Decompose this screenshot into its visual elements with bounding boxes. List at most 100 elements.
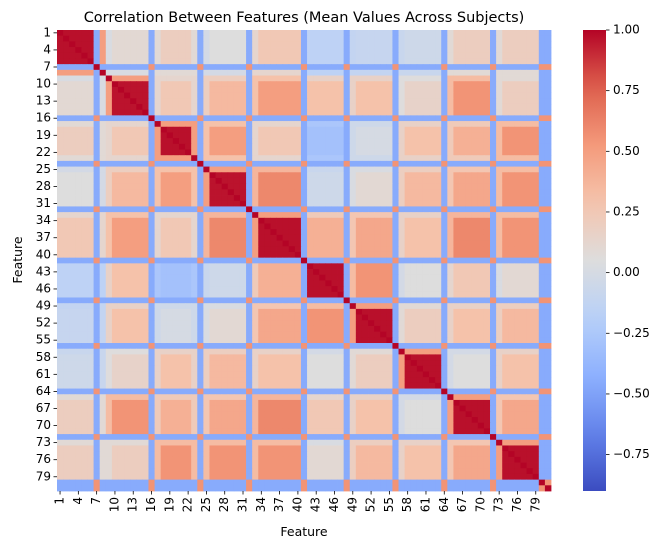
heatmap-cell bbox=[264, 212, 271, 219]
heatmap-cell bbox=[63, 109, 70, 116]
heatmap-cell bbox=[471, 189, 479, 196]
heatmap-cell bbox=[453, 86, 460, 93]
heatmap-cell bbox=[63, 286, 70, 293]
heatmap-cell bbox=[404, 189, 412, 196]
heatmap-cell bbox=[148, 121, 155, 128]
heatmap-cell bbox=[380, 229, 387, 236]
heatmap-cell bbox=[386, 325, 393, 333]
heatmap-cell bbox=[172, 160, 180, 167]
heatmap-cell bbox=[130, 75, 137, 82]
heatmap-cell bbox=[264, 189, 271, 196]
heatmap-cell bbox=[270, 354, 277, 361]
heatmap-cell bbox=[93, 41, 101, 48]
heatmap-cell bbox=[81, 143, 88, 150]
heatmap-cell bbox=[75, 183, 82, 190]
heatmap-cell bbox=[410, 75, 418, 82]
heatmap-cell bbox=[81, 297, 88, 304]
heatmap-cell bbox=[233, 109, 241, 116]
heatmap-cell bbox=[282, 360, 290, 367]
heatmap-cell bbox=[81, 86, 88, 93]
heatmap-cell bbox=[87, 121, 94, 128]
heatmap-cell bbox=[307, 121, 314, 128]
heatmap-cell bbox=[532, 280, 540, 287]
heatmap-cell bbox=[410, 371, 418, 378]
heatmap-cell bbox=[142, 297, 149, 304]
heatmap-cell bbox=[361, 126, 369, 133]
heatmap-cell bbox=[105, 132, 113, 139]
heatmap-cell bbox=[471, 86, 479, 93]
heatmap-cell bbox=[111, 280, 119, 287]
heatmap-cell bbox=[148, 303, 155, 310]
heatmap-cell bbox=[246, 251, 253, 259]
heatmap-cell bbox=[87, 286, 94, 293]
heatmap-cell bbox=[471, 81, 479, 88]
heatmap-cell bbox=[105, 291, 113, 298]
heatmap-cell bbox=[124, 200, 131, 207]
heatmap-cell bbox=[270, 121, 277, 128]
heatmap-cell bbox=[307, 251, 314, 259]
heatmap-cell bbox=[75, 274, 82, 281]
heatmap-cell bbox=[453, 297, 460, 304]
heatmap-cell bbox=[490, 257, 497, 264]
heatmap-cell bbox=[294, 269, 302, 276]
heatmap-cell bbox=[453, 240, 460, 247]
heatmap-cell bbox=[246, 269, 253, 276]
heatmap-cell bbox=[380, 155, 387, 162]
heatmap-cell bbox=[404, 320, 412, 327]
heatmap-cell bbox=[441, 365, 448, 372]
heatmap-cell bbox=[441, 223, 448, 230]
heatmap-cell bbox=[538, 365, 546, 372]
heatmap-cell bbox=[544, 121, 552, 128]
heatmap-cell bbox=[520, 286, 528, 293]
heatmap-cell bbox=[465, 303, 473, 310]
heatmap-cell bbox=[209, 126, 216, 133]
heatmap-cell bbox=[361, 189, 369, 196]
heatmap-cell bbox=[294, 337, 302, 344]
heatmap-cell bbox=[368, 269, 375, 276]
heatmap-cell bbox=[117, 246, 125, 253]
heatmap-cell bbox=[355, 337, 363, 344]
heatmap-cell bbox=[319, 121, 326, 128]
heatmap-cell bbox=[148, 132, 155, 139]
heatmap-cell bbox=[410, 303, 418, 310]
heatmap-cell bbox=[392, 303, 399, 310]
heatmap-cell bbox=[93, 35, 101, 42]
heatmap-cell bbox=[69, 331, 76, 338]
heatmap-cell bbox=[142, 132, 149, 139]
heatmap-cell bbox=[441, 126, 448, 133]
heatmap-cell bbox=[148, 30, 155, 37]
heatmap-cell bbox=[435, 240, 442, 247]
heatmap-cell bbox=[215, 200, 223, 207]
heatmap-cell bbox=[380, 308, 387, 315]
heatmap-cell bbox=[459, 274, 467, 281]
heatmap-cell bbox=[465, 183, 473, 190]
heatmap-cell bbox=[239, 331, 247, 338]
heatmap-cell bbox=[172, 331, 180, 338]
heatmap-cell bbox=[374, 234, 381, 241]
heatmap-cell bbox=[221, 172, 229, 179]
heatmap-cell bbox=[435, 58, 442, 65]
heatmap-cell bbox=[392, 269, 399, 276]
heatmap-cell bbox=[105, 240, 113, 247]
heatmap-cell bbox=[197, 303, 204, 310]
heatmap-cell bbox=[136, 160, 143, 167]
heatmap-cell bbox=[429, 177, 436, 185]
heatmap-cell bbox=[435, 314, 442, 321]
heatmap-cell bbox=[136, 360, 143, 367]
heatmap-cell bbox=[124, 343, 131, 350]
heatmap-cell bbox=[465, 291, 473, 298]
heatmap-cell bbox=[178, 365, 186, 372]
heatmap-cell bbox=[178, 320, 186, 327]
heatmap-cell bbox=[429, 115, 436, 122]
heatmap-cell bbox=[160, 251, 168, 259]
heatmap-cell bbox=[331, 155, 338, 162]
heatmap-cell bbox=[252, 92, 259, 99]
heatmap-cell bbox=[99, 183, 107, 190]
heatmap-cell bbox=[57, 263, 64, 270]
heatmap-cell bbox=[191, 47, 198, 54]
heatmap-cell bbox=[325, 257, 332, 264]
heatmap-cell bbox=[239, 240, 247, 247]
heatmap-cell bbox=[154, 166, 162, 173]
heatmap-cell bbox=[331, 251, 338, 259]
heatmap-cell bbox=[124, 155, 131, 162]
